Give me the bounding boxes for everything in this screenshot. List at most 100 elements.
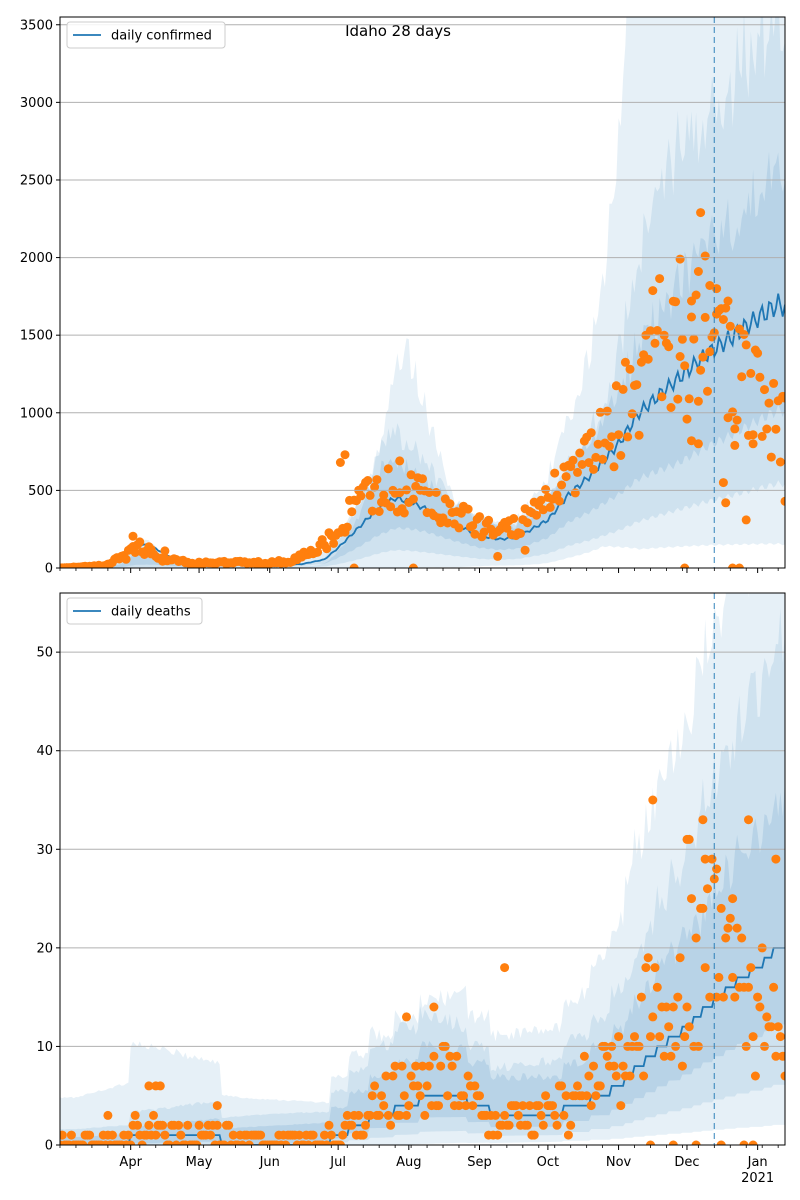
observed-point [529, 1130, 539, 1140]
observed-point [718, 478, 728, 488]
observed-point [682, 414, 692, 424]
observed-point [445, 1051, 455, 1061]
observed-point [616, 451, 626, 460]
observed-point [135, 537, 145, 547]
x-year-label: 2021 [741, 1171, 774, 1186]
observed-point [500, 963, 510, 973]
y-tick-label: 50 [36, 646, 53, 661]
observed-point [700, 251, 710, 261]
observed-point [294, 1130, 304, 1140]
observed-point [443, 1091, 453, 1101]
observed-point [475, 512, 484, 522]
observed-point [326, 1130, 336, 1140]
observed-point [399, 1091, 409, 1101]
legend-box [66, 597, 203, 625]
observed-point [541, 1091, 551, 1101]
confirmed-panel: 0 500 1000 1500 2000 2500 3000 3500 daily confir… [20, 16, 786, 577]
observed-point [130, 1110, 140, 1120]
observed-point [650, 963, 660, 973]
observed-point [625, 364, 635, 374]
observed-point [66, 1130, 76, 1140]
observed-point [573, 467, 582, 477]
observed-point [322, 1140, 332, 1145]
observed-point [534, 1101, 544, 1111]
observed-point [728, 972, 738, 982]
observed-point [491, 1110, 500, 1120]
observed-point [431, 488, 441, 497]
observed-point [687, 312, 696, 322]
legend: daily confirmed [66, 21, 226, 49]
observed-point [422, 1081, 432, 1091]
observed-point [557, 1081, 567, 1091]
observed-point [386, 502, 396, 512]
axes-frame [59, 16, 786, 569]
band-mid [60, 17, 785, 568]
observed-point [655, 274, 665, 284]
observed-point [349, 563, 359, 568]
observed-point [340, 450, 350, 460]
observed-point [304, 1140, 313, 1145]
observed-point [716, 1140, 726, 1145]
observed-point [219, 1140, 229, 1145]
y-tick-label: 40 [36, 744, 53, 759]
observed-point [383, 1110, 393, 1120]
observed-point [424, 1061, 434, 1071]
axes-frame [59, 592, 786, 1146]
observed-point [573, 1081, 582, 1091]
observed-point [693, 439, 703, 449]
observed-point [372, 475, 382, 485]
observed-point [144, 1120, 154, 1130]
x-tick-label: Jul [329, 1155, 346, 1170]
x-tick-label: Aug [396, 1155, 421, 1170]
observed-point [744, 982, 753, 992]
observed-point [281, 1140, 291, 1145]
observed-point [730, 440, 740, 450]
deaths-panel: 0 10 20 30 40 50 Apr May Jun Jul Aug Sep Oct Nov Dec Ja… [36, 592, 786, 1186]
observed-point [566, 1120, 576, 1130]
observed-point [698, 352, 708, 362]
observed-point [356, 491, 366, 501]
observed-point [714, 972, 724, 982]
observed-point [737, 933, 747, 943]
observed-point [671, 297, 681, 307]
observed-point [479, 527, 489, 537]
observed-point [500, 1110, 510, 1120]
band-outer [60, 593, 785, 1145]
y-tick-label: 0 [45, 1139, 53, 1154]
observed-point [730, 992, 740, 1002]
observed-point [744, 815, 753, 825]
observed-point [133, 1120, 142, 1130]
observed-point [402, 1012, 411, 1022]
observed-point [484, 515, 494, 525]
observed-point [757, 431, 767, 441]
observed-point [725, 913, 735, 923]
observed-point [559, 1110, 569, 1120]
observed-point [618, 1061, 628, 1071]
y-tick-label: 2000 [20, 251, 53, 266]
observed-point [661, 1002, 671, 1012]
observed-point [718, 315, 728, 324]
x-tick-label: Dec [674, 1155, 699, 1170]
observed-point [723, 923, 733, 933]
observed-point [228, 1130, 238, 1140]
observed-point [687, 436, 696, 446]
observed-point [443, 518, 453, 528]
observed-point [406, 1071, 416, 1081]
observed-point [447, 1061, 457, 1071]
observed-point [648, 286, 658, 296]
observed-point [684, 1022, 694, 1032]
observed-point [408, 494, 418, 504]
observed-point [737, 372, 747, 382]
observed-point [769, 378, 779, 388]
observed-point [687, 894, 696, 904]
observed-point [730, 424, 740, 434]
observed-point [158, 1120, 168, 1130]
observed-point [771, 424, 781, 434]
observed-point [354, 1110, 364, 1120]
observed-point [85, 1130, 95, 1140]
observed-point [408, 563, 418, 568]
legend-box [66, 21, 226, 49]
observed-point [212, 1120, 222, 1130]
observed-point [625, 1071, 635, 1081]
observed-point [760, 385, 769, 395]
